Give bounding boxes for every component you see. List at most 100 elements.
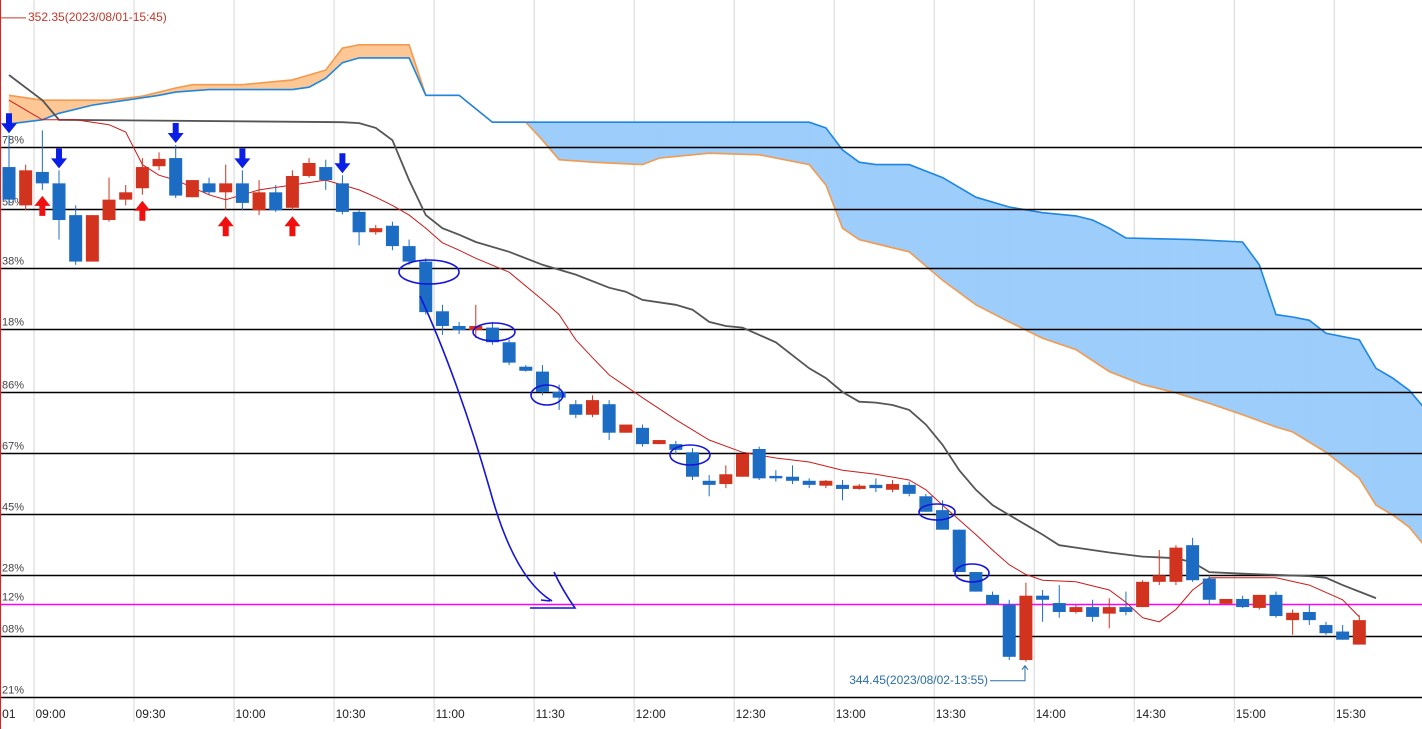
- candle-body: [52, 183, 66, 221]
- x-tick-label: 14:00: [1036, 707, 1066, 721]
- drawn-arrow: [419, 295, 577, 609]
- cloud-fill: [558, 121, 593, 163]
- x-tick-label: 13:00: [836, 707, 866, 721]
- cloud-fill: [975, 196, 1010, 323]
- candle-body: [252, 192, 266, 211]
- candle-body: [302, 162, 316, 177]
- cloud-fill: [1392, 377, 1410, 528]
- cloud-fill: [875, 164, 910, 253]
- cloud-fill: [1292, 316, 1310, 443]
- candle-body: [902, 484, 916, 494]
- candle-body: [786, 476, 800, 481]
- candle-body: [19, 170, 33, 206]
- candle-body: [185, 180, 199, 198]
- candle-body: [602, 404, 616, 433]
- level-label: 21%: [2, 684, 24, 696]
- x-tick-label: 15:30: [1336, 707, 1366, 721]
- candle-body: [119, 192, 133, 200]
- x-tick-label: 12:30: [736, 707, 766, 721]
- candle-body: [585, 400, 599, 415]
- level-label: 08%: [2, 623, 24, 635]
- cloud-fill: [1275, 314, 1293, 433]
- candle-body: [352, 211, 366, 233]
- candle-body: [1319, 625, 1333, 634]
- candle-body: [1152, 575, 1166, 582]
- candle-body: [202, 183, 216, 193]
- candle-body: [1119, 607, 1133, 612]
- candle-body: [669, 444, 683, 450]
- span-a-line: [8, 44, 1422, 544]
- candle-body: [1086, 607, 1100, 617]
- candle-body: [819, 480, 833, 486]
- candle-body: [635, 427, 649, 445]
- candle-body: [1069, 607, 1083, 612]
- drawn-circle: [472, 322, 516, 342]
- candle-body: [1136, 581, 1150, 608]
- candle-body: [1169, 547, 1183, 582]
- cloud: [8, 44, 1422, 544]
- x-tick-label: 14:30: [1136, 707, 1166, 721]
- cloud-fill: [1375, 367, 1393, 516]
- cloud-fill: [1075, 215, 1093, 362]
- cloud-fill: [1142, 238, 1177, 394]
- candle-body: [402, 246, 416, 262]
- candle-body: [235, 183, 249, 203]
- candle-body: [952, 529, 966, 573]
- cloud-fill: [1109, 227, 1127, 379]
- candle-body: [1186, 545, 1200, 581]
- candle-body: [1202, 578, 1216, 600]
- candle-body: [719, 474, 733, 485]
- candle-body: [319, 167, 333, 181]
- drawn-circle: [954, 563, 990, 583]
- drawn-circle: [918, 503, 956, 521]
- level-label: 86%: [2, 379, 24, 391]
- candle-body: [502, 342, 516, 363]
- candle-body: [285, 176, 299, 208]
- annotations: 352.35(2023/08/01-15:45) 344.45(2023/08/0…: [0, 10, 1029, 687]
- drawn-circle: [669, 444, 711, 466]
- candle-body: [1286, 612, 1300, 621]
- level-label: 45%: [2, 501, 24, 513]
- level-label: 18%: [2, 316, 24, 328]
- cloud-fill: [658, 121, 710, 159]
- x-tick-label: 10:00: [236, 707, 266, 721]
- candle-body: [1019, 595, 1033, 661]
- candle-body: [1269, 594, 1283, 617]
- candle-body: [836, 484, 850, 489]
- candle-body: [986, 594, 1000, 605]
- candle-body: [169, 158, 183, 196]
- candle-body: [419, 261, 433, 313]
- x-axis: 01 09:00 09:30 10:00 10:30 11:00 11:30 12:00 12:…: [2, 707, 1366, 721]
- cloud-fill: [1175, 238, 1193, 399]
- candle-body: [485, 327, 499, 343]
- cloud-fill: [842, 149, 860, 241]
- candle-body: [1102, 607, 1116, 614]
- candle-body: [1252, 594, 1266, 608]
- candle-body: [2, 167, 16, 200]
- candle-body: [1002, 604, 1016, 657]
- buy-arrow: [34, 195, 51, 216]
- cloud-fill: [1125, 237, 1143, 385]
- x-tick-label: 13:30: [936, 707, 966, 721]
- buy-arrow: [217, 216, 234, 237]
- candle-body: [652, 440, 666, 445]
- cloud-fill: [1209, 240, 1243, 416]
- candle-body: [852, 485, 866, 489]
- drawn-circle: [398, 259, 460, 285]
- sell-arrow: [234, 148, 251, 169]
- span-b-line: [8, 57, 1422, 407]
- candle-body: [569, 404, 583, 415]
- cloud-fill: [858, 161, 877, 244]
- candle-body: [135, 167, 149, 189]
- cloud-fill: [1008, 206, 1043, 339]
- candle-body: [702, 480, 716, 485]
- x-tick-label: 12:00: [636, 707, 666, 721]
- sell-arrow: [167, 123, 184, 144]
- candle-body: [102, 199, 116, 221]
- annotation-leader: [990, 664, 1029, 682]
- cloud-fill: [1092, 219, 1110, 373]
- candle-body: [35, 171, 49, 184]
- candle-body: [1336, 631, 1350, 640]
- candle-body: [519, 366, 533, 371]
- x-tick-label: 09:30: [136, 707, 166, 721]
